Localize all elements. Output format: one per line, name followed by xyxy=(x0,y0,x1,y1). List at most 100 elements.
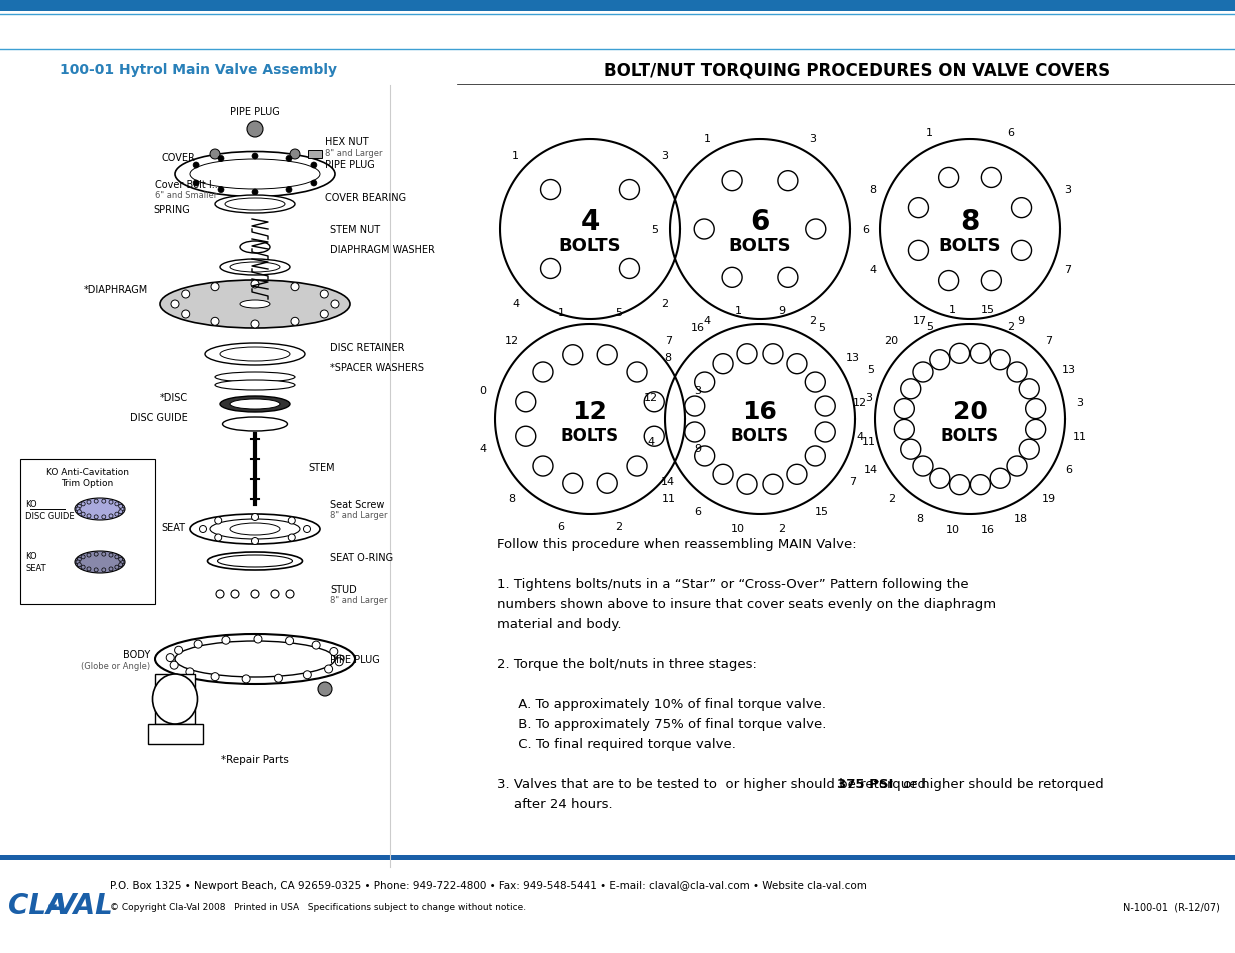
Circle shape xyxy=(86,567,91,572)
Text: 6: 6 xyxy=(862,225,868,234)
Circle shape xyxy=(620,180,640,200)
Ellipse shape xyxy=(190,515,320,544)
Circle shape xyxy=(82,565,85,570)
Circle shape xyxy=(913,456,932,476)
Circle shape xyxy=(930,351,950,371)
Circle shape xyxy=(215,517,222,524)
Circle shape xyxy=(930,469,950,489)
FancyBboxPatch shape xyxy=(20,459,156,604)
Circle shape xyxy=(304,671,311,679)
Circle shape xyxy=(115,513,119,517)
Circle shape xyxy=(563,345,583,365)
Circle shape xyxy=(913,362,932,382)
Circle shape xyxy=(909,241,929,261)
Circle shape xyxy=(193,163,199,169)
Circle shape xyxy=(541,259,561,279)
Circle shape xyxy=(541,180,561,200)
Bar xyxy=(308,151,322,159)
Circle shape xyxy=(291,283,299,292)
Text: 3: 3 xyxy=(866,393,872,403)
Circle shape xyxy=(1011,198,1031,218)
Ellipse shape xyxy=(225,199,285,211)
Text: DIAPHRAGM WASHER: DIAPHRAGM WASHER xyxy=(330,245,435,254)
Text: 11: 11 xyxy=(862,436,876,446)
Circle shape xyxy=(222,637,230,644)
Ellipse shape xyxy=(210,519,300,539)
Ellipse shape xyxy=(75,498,125,520)
Text: 8: 8 xyxy=(664,353,671,363)
Circle shape xyxy=(909,198,929,218)
Text: SEAT: SEAT xyxy=(161,522,185,533)
Bar xyxy=(0,855,1235,861)
Text: 5: 5 xyxy=(926,322,934,332)
Text: or higher should be retorqued: or higher should be retorqued xyxy=(899,778,1104,791)
Circle shape xyxy=(287,156,291,162)
Text: 4: 4 xyxy=(580,208,600,235)
Text: COVER: COVER xyxy=(161,152,195,163)
Circle shape xyxy=(94,499,98,503)
Circle shape xyxy=(288,517,295,524)
Circle shape xyxy=(982,169,1002,189)
Text: 1: 1 xyxy=(926,128,934,137)
Circle shape xyxy=(186,668,194,676)
Circle shape xyxy=(94,568,98,573)
Text: 5: 5 xyxy=(615,307,622,317)
Circle shape xyxy=(939,169,958,189)
Ellipse shape xyxy=(190,160,320,190)
Circle shape xyxy=(287,188,291,193)
Text: *Repair Parts: *Repair Parts xyxy=(221,754,289,764)
Circle shape xyxy=(950,344,969,364)
Text: 14: 14 xyxy=(864,465,878,475)
Text: 3: 3 xyxy=(809,133,816,144)
Circle shape xyxy=(317,682,332,697)
Circle shape xyxy=(200,526,206,533)
Circle shape xyxy=(274,675,283,682)
Text: Follow this procedure when reassembling MAIN Valve:: Follow this procedure when reassembling … xyxy=(496,537,857,551)
Circle shape xyxy=(900,379,921,399)
Ellipse shape xyxy=(156,635,354,684)
Circle shape xyxy=(287,590,294,598)
Circle shape xyxy=(77,507,80,512)
Circle shape xyxy=(645,393,664,413)
Circle shape xyxy=(737,475,757,495)
Circle shape xyxy=(900,439,921,459)
Text: 1: 1 xyxy=(704,133,711,144)
Circle shape xyxy=(251,281,259,289)
Text: KO: KO xyxy=(25,500,37,509)
Circle shape xyxy=(990,469,1010,489)
Circle shape xyxy=(109,567,112,572)
Ellipse shape xyxy=(175,152,335,197)
Circle shape xyxy=(101,499,106,503)
Circle shape xyxy=(971,344,990,364)
Text: 6" and Smaller: 6" and Smaller xyxy=(156,192,217,200)
Ellipse shape xyxy=(230,523,280,536)
Text: 7: 7 xyxy=(1045,336,1052,346)
Circle shape xyxy=(695,446,715,466)
Circle shape xyxy=(211,318,219,326)
Circle shape xyxy=(288,535,295,541)
Circle shape xyxy=(713,465,734,485)
Circle shape xyxy=(182,291,190,298)
Circle shape xyxy=(78,510,82,515)
Ellipse shape xyxy=(240,301,270,309)
Text: 3: 3 xyxy=(694,386,701,395)
Ellipse shape xyxy=(175,641,335,678)
Circle shape xyxy=(1019,379,1039,399)
Circle shape xyxy=(119,510,122,515)
Text: BOLTS: BOLTS xyxy=(561,427,619,444)
Circle shape xyxy=(120,560,124,564)
Circle shape xyxy=(251,590,259,598)
Circle shape xyxy=(194,640,203,648)
Text: N-100-01  (R-12/07): N-100-01 (R-12/07) xyxy=(1123,902,1220,912)
Circle shape xyxy=(563,474,583,494)
Circle shape xyxy=(778,172,798,192)
Text: SEAT: SEAT xyxy=(25,564,46,573)
Text: 2: 2 xyxy=(661,299,668,309)
Circle shape xyxy=(101,553,106,557)
Circle shape xyxy=(737,344,757,364)
Text: BODY: BODY xyxy=(122,649,149,659)
Text: 0: 0 xyxy=(479,386,487,395)
Circle shape xyxy=(211,673,219,681)
Text: material and body.: material and body. xyxy=(496,618,621,631)
Text: A. To approximately 10% of final torque valve.: A. To approximately 10% of final torque … xyxy=(496,698,826,711)
